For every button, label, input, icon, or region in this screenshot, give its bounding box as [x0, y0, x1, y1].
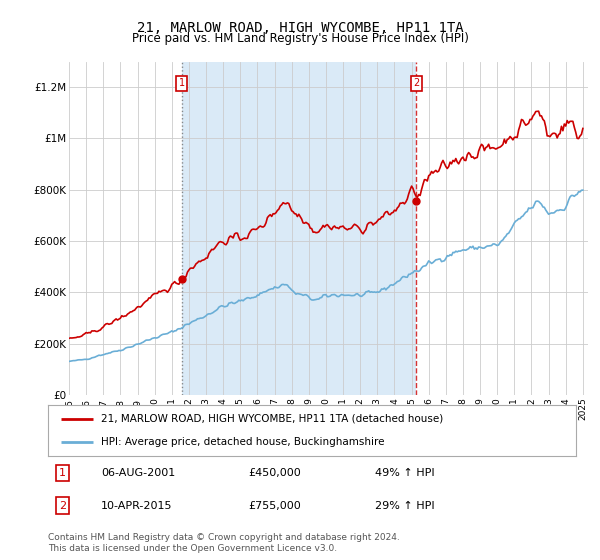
- Text: £755,000: £755,000: [248, 501, 301, 511]
- Text: 21, MARLOW ROAD, HIGH WYCOMBE, HP11 1TA: 21, MARLOW ROAD, HIGH WYCOMBE, HP11 1TA: [137, 21, 463, 35]
- Text: Contains HM Land Registry data © Crown copyright and database right 2024.
This d: Contains HM Land Registry data © Crown c…: [48, 533, 400, 553]
- Text: 06-AUG-2001: 06-AUG-2001: [101, 468, 175, 478]
- Text: 1: 1: [59, 468, 66, 478]
- Text: 2: 2: [59, 501, 67, 511]
- Text: 21, MARLOW ROAD, HIGH WYCOMBE, HP11 1TA (detached house): 21, MARLOW ROAD, HIGH WYCOMBE, HP11 1TA …: [101, 414, 443, 424]
- Text: HPI: Average price, detached house, Buckinghamshire: HPI: Average price, detached house, Buck…: [101, 437, 385, 447]
- Text: 10-APR-2015: 10-APR-2015: [101, 501, 172, 511]
- Text: Price paid vs. HM Land Registry's House Price Index (HPI): Price paid vs. HM Land Registry's House …: [131, 32, 469, 45]
- Text: £450,000: £450,000: [248, 468, 301, 478]
- Text: 2: 2: [413, 78, 419, 88]
- Bar: [182, 62, 416, 395]
- Text: 1: 1: [179, 78, 185, 88]
- Text: 49% ↑ HPI: 49% ↑ HPI: [376, 468, 435, 478]
- Text: 29% ↑ HPI: 29% ↑ HPI: [376, 501, 435, 511]
